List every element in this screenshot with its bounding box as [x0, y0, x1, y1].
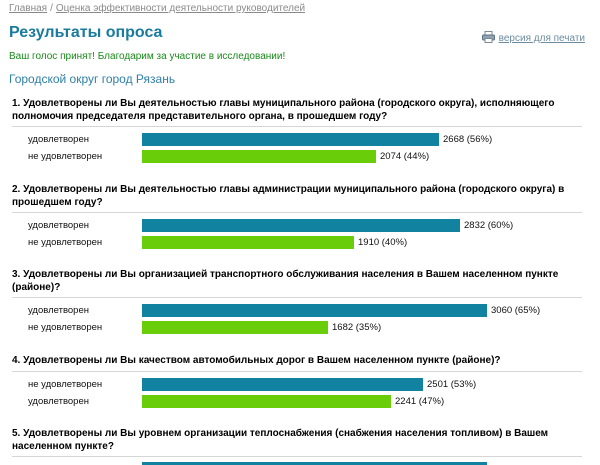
question-text: Удовлетворены ли Вы деятельностью главы …: [12, 184, 565, 208]
answer-label: не удовлетворен: [28, 322, 103, 333]
question-text: Удовлетворены ли Вы уровнем организации …: [12, 428, 549, 452]
answer-value: 2501 (53%): [427, 378, 477, 390]
answer-label: удовлетворен: [28, 220, 89, 231]
answer-row: не удовлетворен 2074 (44%): [12, 148, 582, 165]
printer-icon: [481, 31, 495, 46]
answer-row: не удовлетворен 1682 (35%): [12, 319, 582, 336]
result-bar: [142, 236, 354, 249]
question-divider: [12, 297, 582, 298]
question-title: 3. Удовлетворены ли Вы организацией тран…: [12, 269, 582, 294]
answer-value: 2668 (56%): [443, 134, 493, 145]
page-title: Результаты опроса: [9, 24, 163, 41]
answer-value: 2832 (60%): [464, 220, 514, 231]
question-number: 1.: [12, 98, 21, 109]
breadcrumb: Главная / Оценка эффективности деятельност…: [9, 3, 305, 14]
answer-value: 2074 (44%): [380, 151, 430, 162]
vote-confirmation-message: Ваш голос принят! Благодарим за участие …: [9, 51, 286, 62]
answer-row: удовлетворен 2832 (60%): [12, 217, 582, 234]
result-bar: [142, 304, 487, 317]
answer-value: 3060 (65%): [491, 305, 541, 316]
answer-row: удовлетворен 2241 (47%): [12, 393, 582, 410]
answer-value: 2241 (47%): [395, 395, 445, 407]
answer-value: 1910 (40%): [358, 237, 408, 248]
print-version-label[interactable]: версия для печати: [498, 33, 585, 44]
result-bar: [142, 219, 460, 232]
answer-row: не удовлетворен 1910 (40%): [12, 234, 582, 251]
question-text: Удовлетворены ли Вы деятельностью главы …: [12, 98, 555, 122]
question-block: 3. Удовлетворены ли Вы организацией тран…: [12, 269, 582, 336]
question-divider: [12, 212, 582, 213]
result-bar: [142, 394, 391, 408]
question-text: Удовлетворены ли Вы качеством автомобиль…: [20, 355, 501, 366]
question-title: 4. Удовлетворены ли Вы качеством автомоб…: [12, 355, 582, 368]
breadcrumb-separator: /: [50, 3, 53, 14]
answer-label: не удовлетворен: [28, 151, 103, 162]
question-number: 2.: [12, 184, 21, 195]
answer-label: удовлетворен: [28, 134, 89, 145]
print-version-link[interactable]: версия для печати: [481, 31, 585, 46]
result-bar: [142, 321, 328, 334]
question-divider: [12, 370, 582, 372]
question-number: 5.: [12, 428, 21, 439]
result-bar: [142, 133, 439, 146]
cut-off-bar: [142, 462, 487, 465]
answer-label: удовлетворен: [28, 305, 89, 316]
result-bar: [142, 150, 376, 163]
breadcrumb-home-link[interactable]: Главная: [9, 3, 48, 14]
question-text: Удовлетворены ли Вы организацией транспо…: [12, 269, 559, 293]
region-name: Городской округ город Рязань: [9, 72, 176, 86]
question-block: 1. Удовлетворены ли Вы деятельностью гла…: [12, 98, 582, 165]
answer-value: 1682 (35%): [332, 322, 382, 333]
answer-label: не удовлетворен: [28, 378, 103, 390]
answer-row: удовлетворен 3060 (65%): [12, 302, 582, 319]
question-block: 5. Удовлетворены ли Вы уровнем организац…: [12, 428, 582, 461]
question-block: 4. Удовлетворены ли Вы качеством автомоб…: [12, 355, 582, 410]
question-block: 2. Удовлетворены ли Вы деятельностью гла…: [12, 184, 582, 251]
question-divider: [12, 456, 582, 457]
question-title: 1. Удовлетворены ли Вы деятельностью гла…: [12, 98, 582, 123]
breadcrumb-current-link[interactable]: Оценка эффективности деятельности руково…: [55, 3, 306, 14]
answer-label: не удовлетворен: [28, 237, 103, 248]
question-number: 3.: [12, 269, 21, 280]
question-title: 5. Удовлетворены ли Вы уровнем организац…: [12, 428, 582, 453]
answer-row: не удовлетворен 2501 (53%): [12, 376, 582, 393]
question-number: 4.: [12, 355, 21, 366]
answer-label: удовлетворен: [28, 395, 89, 407]
question-divider: [12, 126, 582, 127]
question-title: 2. Удовлетворены ли Вы деятельностью гла…: [12, 184, 582, 209]
result-bar: [142, 377, 423, 391]
answer-row: удовлетворен 2668 (56%): [12, 131, 582, 148]
